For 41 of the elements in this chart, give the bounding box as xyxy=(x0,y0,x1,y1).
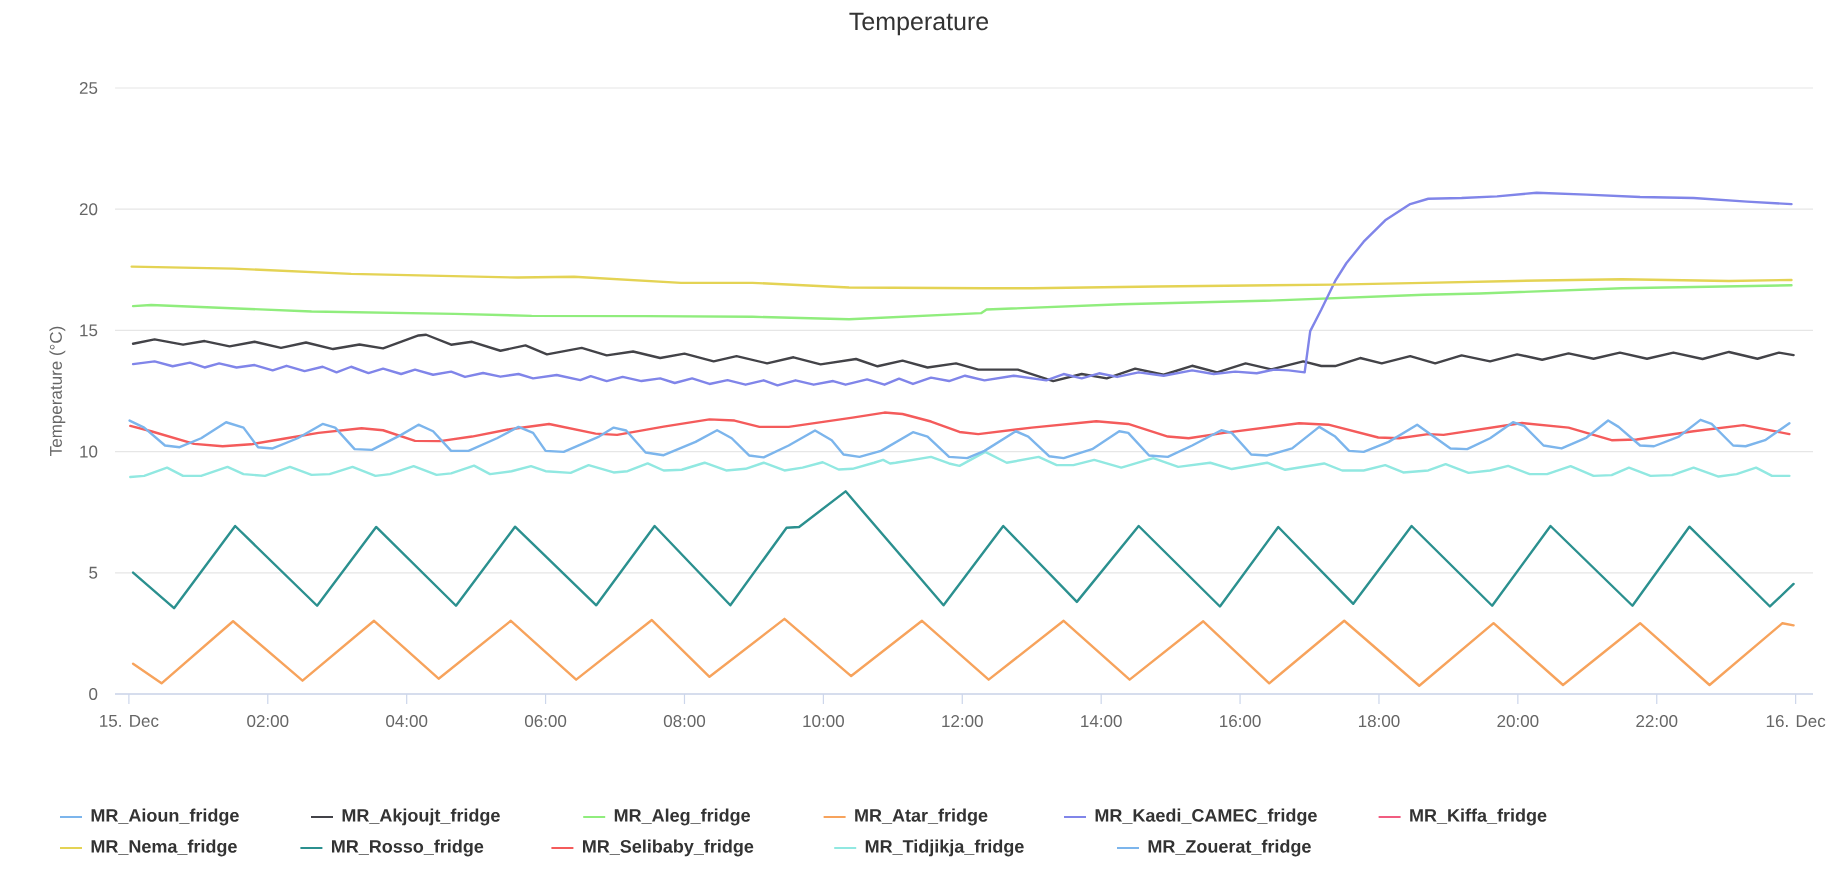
y-tick-label: 0 xyxy=(89,687,98,700)
y-tick-label: 15 xyxy=(80,324,98,337)
legend-label: MR_Aioun_fridge xyxy=(91,808,239,826)
y-tick-label: 10 xyxy=(80,445,98,458)
legend-label: MR_Rosso_fridge xyxy=(332,839,484,857)
x-tick-label: 22:00 xyxy=(1636,715,1678,728)
legend-label: MR_Kiffa_fridge xyxy=(1410,808,1547,826)
line-series xyxy=(129,450,1791,479)
y-axis-title: Temperature (°C) xyxy=(49,326,66,456)
x-tick-label: 20:00 xyxy=(1497,715,1539,728)
x-tick-label: 10:00 xyxy=(803,715,844,728)
y-tick-label: 5 xyxy=(89,566,98,579)
x-tick-label: 16. Dec xyxy=(1766,715,1826,728)
y-tick-label: 25 xyxy=(79,81,98,94)
legend-label: MR_Nema_fridge xyxy=(91,839,237,857)
x-tick-label: 12:00 xyxy=(942,715,983,728)
y-tick-label: 20 xyxy=(79,203,98,216)
legend-label: MR_Zouerat_fridge xyxy=(1148,839,1311,857)
x-tick-label: 15. Dec xyxy=(100,715,159,727)
x-tick-label: 14:00 xyxy=(1081,715,1122,728)
line-series xyxy=(129,411,1791,448)
x-tick-label: 18:00 xyxy=(1358,715,1400,728)
line-series xyxy=(128,418,1791,460)
x-tick-label: 16:00 xyxy=(1220,715,1261,728)
line-series xyxy=(131,617,1795,687)
legend-label: MR_Akjoujt_fridge xyxy=(342,808,500,826)
legend-label: MR_Kaedi_CAMEC_fridge xyxy=(1095,808,1317,826)
chart-title: Temperature xyxy=(849,12,989,36)
x-tick-label: 08:00 xyxy=(663,715,706,728)
legend-label: MR_Aleg_fridge xyxy=(614,808,751,826)
x-tick-label: 02:00 xyxy=(247,715,289,728)
legend-label: MR_Atar_fridge xyxy=(855,808,988,826)
line-series xyxy=(131,490,1795,610)
x-tick-label: 06:00 xyxy=(524,715,567,728)
legend-label: MR_Tidjikja_fridge xyxy=(865,839,1024,857)
x-tick-label: 04:00 xyxy=(386,715,428,728)
line-series xyxy=(131,284,1793,321)
line-series xyxy=(131,191,1793,387)
line-series xyxy=(131,333,1795,383)
legend-label: MR_Selibaby_fridge xyxy=(583,839,754,857)
line-series xyxy=(130,265,1793,290)
